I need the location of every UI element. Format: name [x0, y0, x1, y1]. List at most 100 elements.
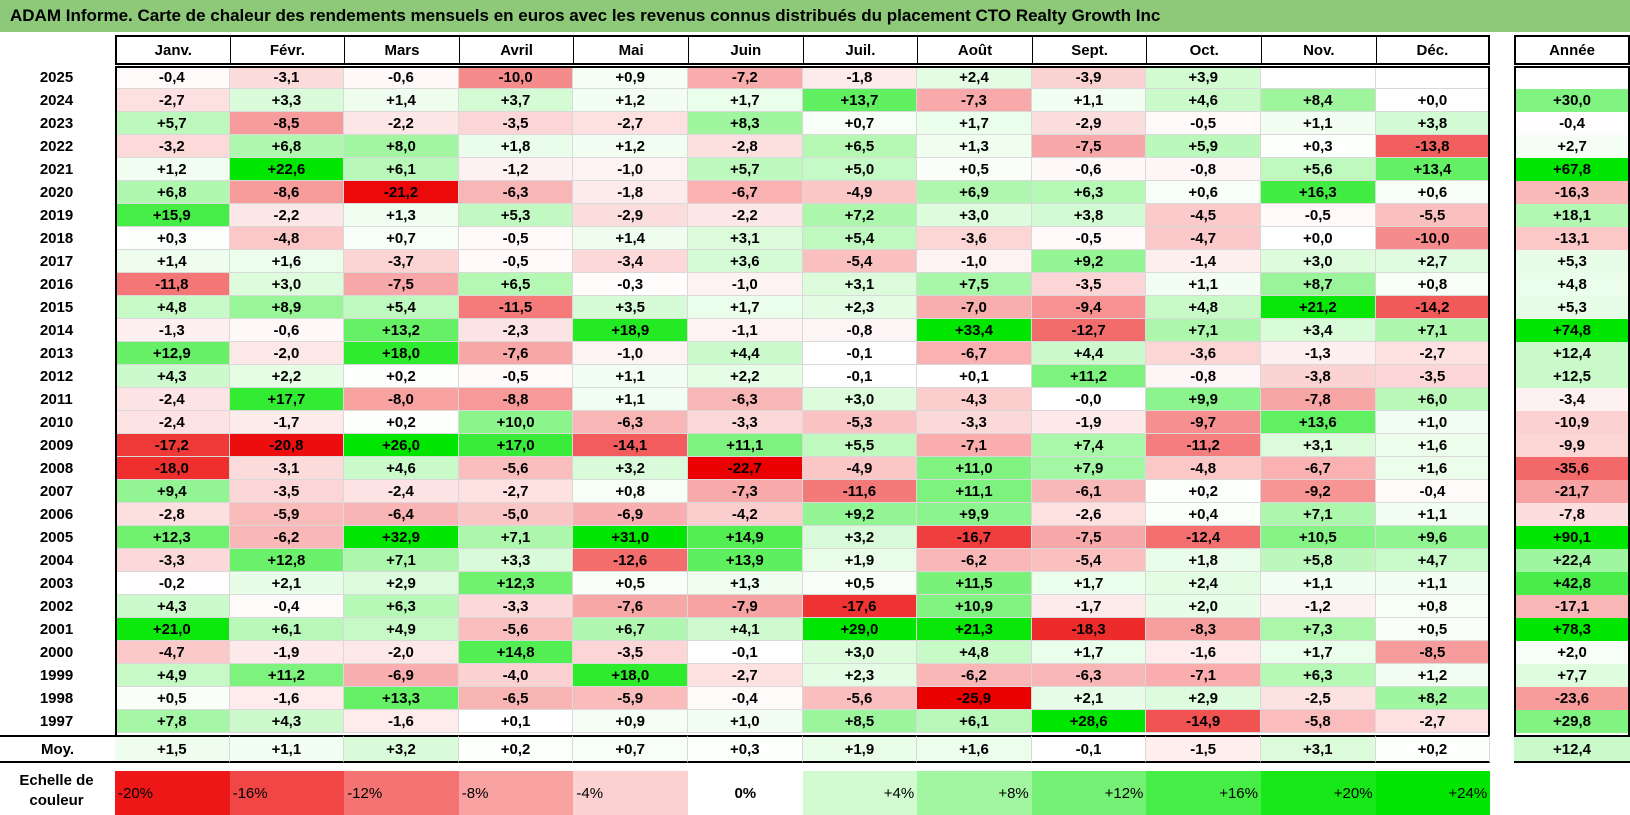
- heatmap-cell: -0,4: [229, 595, 345, 618]
- heatmap-cell: -6,7: [1261, 457, 1376, 480]
- year-label: 2011: [40, 391, 73, 408]
- heatmap-cell: -8,5: [229, 112, 345, 135]
- year-label: 2007: [39, 483, 74, 500]
- heatmap-cell: +13,2: [344, 319, 459, 342]
- scale-swatch: -8%: [458, 771, 574, 815]
- heatmap-cell: -2,0: [229, 342, 345, 365]
- heatmap-cell: +1,0: [688, 710, 803, 733]
- annual-cell: -21,7: [1514, 480, 1630, 503]
- heatmap-cell: +2,9: [1146, 687, 1261, 710]
- heatmap-cell: -6,9: [573, 503, 688, 526]
- heatmap-cell: -6,3: [458, 181, 574, 204]
- heatmap-cell: +6,8: [115, 181, 230, 204]
- heatmap-cell: -0,5: [458, 227, 574, 250]
- heatmap-cell: -7,5: [344, 273, 459, 296]
- heatmap-cell: +8,0: [344, 135, 459, 158]
- heatmap-cell: +7,9: [1031, 457, 1147, 480]
- heatmap-cell: -2,0: [344, 641, 459, 664]
- annual-cell: -23,6: [1514, 687, 1630, 710]
- heatmap-cell: -0,6: [344, 66, 459, 89]
- heatmap-cell: +10,5: [1261, 526, 1376, 549]
- heatmap-cell: +6,3: [1261, 664, 1376, 687]
- year-label: 2019: [39, 207, 74, 224]
- heatmap-cell: +1,7: [1031, 641, 1147, 664]
- heatmap-cell: +1,7: [1031, 572, 1147, 595]
- heatmap-cell: -3,5: [573, 641, 688, 664]
- year-label: 2018: [39, 230, 74, 247]
- heatmap-cell: +0,2: [1146, 480, 1261, 503]
- heatmap-cell: +7,1: [458, 526, 574, 549]
- heatmap-cell: -6,3: [1031, 664, 1147, 687]
- heatmap-cell: +0,4: [1146, 503, 1261, 526]
- average-cell: +1,6: [917, 735, 1032, 763]
- heatmap-cell: +2,3: [802, 664, 918, 687]
- heatmap-cell: +17,7: [229, 388, 345, 411]
- heatmap-cell: -2,9: [1031, 112, 1147, 135]
- heatmap-cell: +2,9: [344, 572, 459, 595]
- heatmap-cell: +11,1: [688, 434, 803, 457]
- heatmap-cell: +6,1: [917, 710, 1032, 733]
- heatmap-cell: +18,0: [573, 664, 688, 687]
- heatmap-cell: +22,6: [229, 158, 345, 181]
- scale-swatch: +24%: [1375, 771, 1491, 815]
- heatmap-cell: +0,8: [1375, 595, 1491, 618]
- heatmap-cell: -7,5: [1031, 526, 1147, 549]
- heatmap-cell: -1,0: [573, 342, 688, 365]
- heatmap-cell: +3,3: [229, 89, 345, 112]
- heatmap-cell: +0,0: [1261, 227, 1376, 250]
- heatmap-cell: +8,9: [229, 296, 345, 319]
- heatmap-cell: +17,0: [458, 434, 574, 457]
- heatmap-cell: -4,9: [802, 457, 918, 480]
- heatmap-cell: -1,7: [1031, 595, 1147, 618]
- heatmap-cell: -5,8: [1261, 710, 1376, 733]
- heatmap-cell: +3,0: [802, 388, 918, 411]
- heatmap-cell: +7,2: [802, 204, 918, 227]
- heatmap-cell: +1,4: [115, 250, 230, 273]
- heatmap-cell: +3,9: [1146, 66, 1261, 89]
- heatmap-cell: +3,0: [229, 273, 345, 296]
- heatmap-cell: -1,7: [229, 411, 345, 434]
- heatmap-cell: -3,3: [458, 595, 574, 618]
- heatmap-cell: -1,8: [802, 66, 918, 89]
- heatmap-cell: -2,2: [229, 204, 345, 227]
- month-header: Juil.: [802, 35, 918, 65]
- heatmap-cell: +1,8: [1146, 549, 1261, 572]
- heatmap-cell: +3,3: [458, 549, 574, 572]
- average-cell: +1,5: [115, 735, 230, 763]
- heatmap-cell: +4,6: [344, 457, 459, 480]
- heatmap-cell: -1,0: [573, 158, 688, 181]
- average-cell: +0,2: [458, 735, 574, 763]
- heatmap-cell: +7,1: [1146, 319, 1261, 342]
- annual-cell: +42,8: [1514, 572, 1630, 595]
- heatmap-cell: +4,4: [688, 342, 803, 365]
- heatmap-cell: +9,2: [1031, 250, 1147, 273]
- heatmap-cell: -20,8: [229, 434, 345, 457]
- heatmap-cell: +4,4: [1031, 342, 1147, 365]
- heatmap-cell: -7,3: [917, 89, 1032, 112]
- heatmap-cell: +3,8: [1031, 204, 1147, 227]
- heatmap-cell: -4,2: [688, 503, 803, 526]
- average-cell: +0,3: [688, 735, 803, 763]
- heatmap-cell: -1,6: [229, 687, 345, 710]
- annual-cell: +90,1: [1514, 526, 1630, 549]
- heatmap-cell: +4,7: [1375, 549, 1491, 572]
- heatmap-cell: -2,7: [1375, 342, 1491, 365]
- year-label: 2014: [39, 322, 74, 339]
- year-label: 2012: [39, 368, 74, 385]
- heatmap-cell: +2,4: [917, 66, 1032, 89]
- heatmap-cell: +1,6: [229, 250, 345, 273]
- heatmap-cell: -0,3: [573, 273, 688, 296]
- scale-swatch: -4%: [573, 771, 688, 815]
- heatmap-cell: +10,0: [458, 411, 574, 434]
- heatmap-cell: -3,9: [1031, 66, 1147, 89]
- heatmap-cell: -3,5: [458, 112, 574, 135]
- scale-swatch: +4%: [802, 771, 918, 815]
- heatmap-cell: +11,2: [229, 664, 345, 687]
- heatmap-cell: +2,1: [1031, 687, 1147, 710]
- heatmap-cell: +4,9: [115, 664, 230, 687]
- annual-cell: +5,3: [1514, 250, 1630, 273]
- heatmap-cell: -7,1: [1146, 664, 1261, 687]
- heatmap-cell: +4,8: [917, 641, 1032, 664]
- heatmap-cell: -1,4: [1146, 250, 1261, 273]
- heatmap-cell: +1,1: [1375, 503, 1491, 526]
